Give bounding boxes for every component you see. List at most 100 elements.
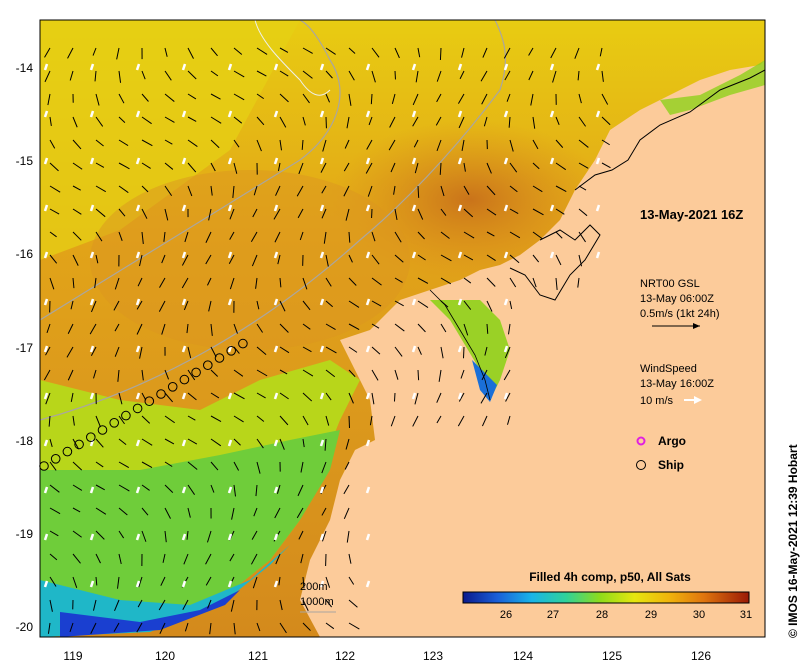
current-vector xyxy=(440,185,445,197)
wind-vector xyxy=(365,110,371,118)
current-vector xyxy=(298,162,304,175)
current-vector xyxy=(436,392,442,403)
wind-vector xyxy=(89,251,95,259)
current-vector xyxy=(250,553,258,565)
current-vector xyxy=(412,415,419,427)
current-vector xyxy=(229,553,235,562)
wind-vector xyxy=(503,63,509,71)
current-vector xyxy=(233,622,236,635)
current-vector xyxy=(72,507,81,513)
current-vector xyxy=(209,622,212,635)
current-vector xyxy=(509,185,518,193)
contour-legend: 200m 1000m xyxy=(300,581,336,613)
current-vector xyxy=(69,70,74,81)
current-vector xyxy=(210,47,218,57)
ship-position xyxy=(132,403,143,414)
wind-vector xyxy=(411,298,417,306)
current-vector xyxy=(325,392,332,401)
current-vector xyxy=(439,162,442,175)
current-vector xyxy=(486,185,496,196)
current-vector xyxy=(486,300,493,312)
lat-axis: -14 -15 -16 -17 -18 -19 -20 xyxy=(16,61,34,634)
current-vector xyxy=(182,599,189,610)
wind-vector xyxy=(43,157,49,165)
current-vector xyxy=(348,622,360,630)
current-vector xyxy=(417,47,421,58)
current-vector xyxy=(458,392,465,402)
current-vector xyxy=(113,300,120,311)
current-vector xyxy=(440,254,452,262)
current-vector xyxy=(69,622,74,633)
wind-legend-time: 13-May 16:00Z xyxy=(640,378,714,390)
current-vector xyxy=(114,323,120,332)
current-vector xyxy=(503,369,511,381)
current-vector xyxy=(509,254,520,264)
wind-vector xyxy=(227,110,233,118)
wind-vector xyxy=(135,63,141,71)
current-vector xyxy=(158,300,166,312)
current-vector xyxy=(164,530,167,543)
wind-vector xyxy=(365,298,371,306)
argo-marker-icon xyxy=(636,436,646,446)
current-vector xyxy=(72,415,75,426)
current-vector xyxy=(368,116,373,126)
current-vector xyxy=(256,323,263,333)
current-vector xyxy=(95,185,106,193)
current-vector xyxy=(187,484,196,495)
current-vector xyxy=(231,507,235,520)
current-vector xyxy=(90,300,97,313)
current-vector xyxy=(141,507,149,516)
current-vector xyxy=(504,346,511,359)
current-vector xyxy=(414,392,419,405)
lat-tick-14: -14 xyxy=(16,61,34,75)
current-vector xyxy=(210,438,222,447)
current-vector xyxy=(371,369,379,381)
current-vector xyxy=(279,346,290,354)
ship-position xyxy=(86,432,96,443)
current-vector xyxy=(92,47,97,56)
current-vector xyxy=(325,622,335,630)
current-vector xyxy=(141,116,152,125)
current-vector xyxy=(532,139,539,150)
wind-vector xyxy=(43,533,49,541)
current-vector xyxy=(321,530,327,542)
ship-position xyxy=(50,454,61,464)
current-vector xyxy=(253,507,258,517)
current-vector xyxy=(417,369,420,381)
vector-field xyxy=(43,47,611,635)
current-vector xyxy=(187,116,197,122)
current-vector xyxy=(184,231,189,243)
current-vector xyxy=(118,93,125,104)
wind-vector xyxy=(181,63,187,71)
current-vector xyxy=(187,369,196,381)
current-vector xyxy=(95,553,101,564)
current-vector xyxy=(93,369,97,379)
current-vector xyxy=(601,139,610,146)
wind-vector xyxy=(503,157,509,165)
wind-vector xyxy=(43,251,49,259)
current-vector xyxy=(49,116,52,127)
current-vector xyxy=(187,47,194,59)
ship-position xyxy=(62,446,73,457)
current-vector xyxy=(141,93,149,102)
wind-vector xyxy=(135,110,141,118)
current-vector xyxy=(302,438,305,448)
current-vector xyxy=(484,346,488,356)
wind-vector xyxy=(135,580,141,588)
current-vector xyxy=(206,530,212,543)
current-vector xyxy=(187,70,197,80)
wind-vector xyxy=(89,110,95,118)
lon-tick-122: 122 xyxy=(335,649,355,663)
current-vector xyxy=(321,208,327,219)
wind-vector xyxy=(181,580,187,588)
current-vector xyxy=(486,208,497,216)
current-vector xyxy=(440,208,447,216)
wind-vector xyxy=(273,392,279,400)
wind-vector xyxy=(411,110,417,118)
wind-vector xyxy=(181,439,187,447)
current-vector xyxy=(440,346,444,359)
wind-vector xyxy=(319,580,325,588)
current-vector xyxy=(555,208,565,215)
current-vector xyxy=(302,277,308,290)
wind-vector xyxy=(135,345,141,353)
